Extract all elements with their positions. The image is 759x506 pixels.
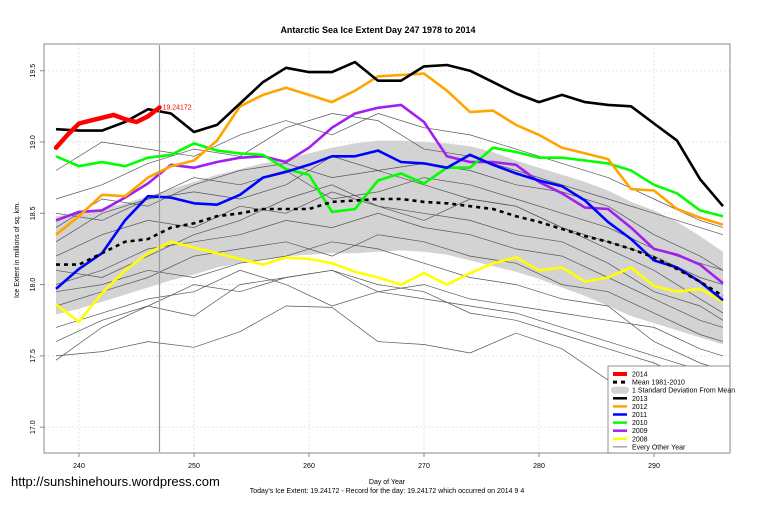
series-2012 — [55, 72, 724, 236]
y-tick-label: 17.0 — [30, 420, 37, 434]
series-2008 — [55, 240, 724, 324]
y-axis-label: Ice Extent in millions of sq. km. — [14, 202, 21, 298]
x-tick-label: 260 — [303, 463, 315, 470]
y-tick-label: 17.5 — [30, 349, 37, 363]
legend-label: 2010 — [632, 420, 648, 427]
y-tick-label: 18.0 — [30, 278, 37, 292]
x-tick-label: 290 — [648, 463, 660, 470]
legend-label: 2011 — [632, 412, 647, 419]
series-other-year — [55, 269, 724, 392]
legend-label: Mean 1981-2010 — [632, 380, 685, 387]
series-2014 — [53, 105, 162, 150]
y-tick-label: 19.5 — [30, 64, 37, 78]
x-tick-label: 270 — [418, 463, 430, 470]
subtitle: Today's Ice Extent: 19.24172 - Record fo… — [250, 488, 525, 495]
legend-label: 2008 — [632, 436, 648, 443]
series-other-year — [55, 113, 724, 236]
series-other-year — [55, 269, 724, 378]
legend-box — [607, 365, 731, 454]
legend-label: 2014 — [632, 372, 648, 379]
series-other-year — [55, 234, 724, 342]
x-tick-label: 250 — [188, 463, 200, 470]
legend-label: 2012 — [632, 404, 648, 411]
x-axis: 240 250 260 270 280 290 — [73, 453, 660, 470]
legend-swatch-band — [611, 386, 629, 394]
legend-label: 1 Standard Deviation From Mean — [632, 388, 735, 395]
annotation-point — [157, 105, 162, 110]
plot-frame — [43, 43, 731, 454]
series-other-year — [55, 191, 724, 321]
series-mean — [56, 197, 724, 298]
legend-label: Every Other Year — [632, 444, 686, 451]
y-axis: 17.0 17.5 18.0 18.5 19.0 19.5 — [30, 64, 44, 434]
series-2011 — [55, 149, 724, 302]
watermark-url: http://sunshinehours.wordpress.com — [11, 474, 220, 489]
x-tick-label: 280 — [533, 463, 545, 470]
legend-label: 2013 — [632, 396, 648, 403]
series-2013 — [55, 60, 724, 208]
y-tick-label: 18.5 — [30, 206, 37, 220]
series-other-year — [55, 241, 724, 371]
annotation-label: 19.24172 — [163, 105, 192, 112]
chart-title: Antarctic Sea Ice Extent Day 247 1978 to… — [280, 25, 475, 35]
sd-band — [56, 140, 723, 345]
y-tick-label: 19.0 — [30, 135, 37, 149]
x-tick-label: 240 — [73, 463, 85, 470]
plot-area — [53, 45, 724, 452]
legend-label: 2009 — [632, 428, 648, 435]
series-other-year — [55, 155, 724, 271]
x-axis-label: Day of Year — [369, 479, 406, 486]
